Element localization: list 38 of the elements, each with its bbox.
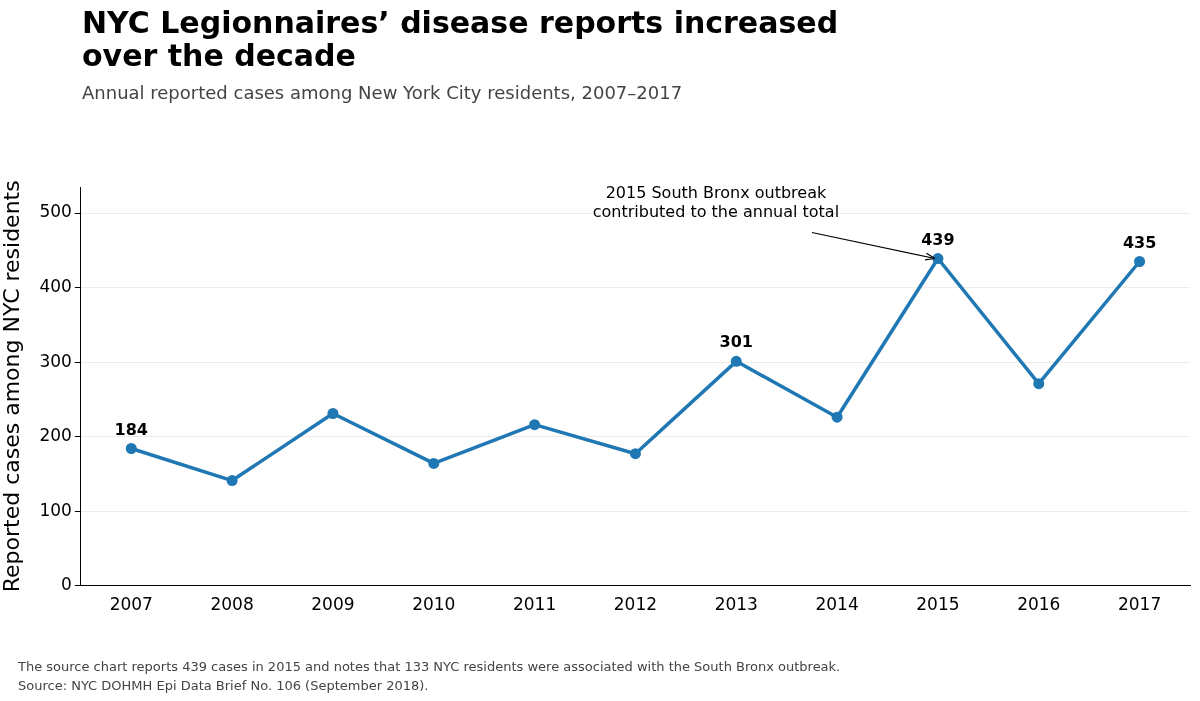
y-tick-label: 500 — [39, 201, 72, 222]
point — [831, 411, 843, 423]
y-tick-label: 200 — [39, 425, 72, 446]
data-label: 301 — [719, 332, 753, 352]
x-tick-label: 2008 — [210, 594, 254, 615]
text: The source chart reports 439 cases in 2015 and notes that 133 NYC residents were associated with the South Bronx outbreak. — [18, 658, 841, 676]
x-tick-label: 2010 — [412, 594, 456, 615]
point — [226, 475, 238, 487]
data-label: 435 — [1122, 232, 1157, 252]
point — [529, 419, 541, 431]
point — [327, 407, 339, 419]
point — [1033, 378, 1045, 390]
x-tick-label: 2007 — [109, 594, 153, 615]
data-label: 184 — [114, 419, 148, 439]
y-axis-title: Reported cases among NYC residents — [0, 180, 24, 593]
point — [629, 448, 641, 460]
x-tick-label: 2016 — [1017, 594, 1061, 615]
x-tick-label: 2015 — [916, 594, 960, 615]
x-tick-label: 2009 — [311, 594, 355, 615]
point — [730, 355, 742, 367]
y-tick-label: 100 — [39, 499, 72, 520]
x-tick-label: 2012 — [613, 594, 658, 615]
point — [932, 253, 944, 265]
chart-title: NYC Legionnaires’ disease reports increased over the decade — [82, 5, 840, 73]
point — [1134, 256, 1146, 268]
source-note: Source: NYC DOHMH Epi Data Brief No. 106 (September 2018). — [18, 677, 430, 695]
x-tick-label: 2013 — [714, 594, 758, 615]
y-tick-label: 300 — [39, 350, 72, 371]
y-tick-label: 400 — [39, 276, 72, 296]
x-tick-label: 2011 — [512, 594, 557, 615]
annotation: 2015 South Bronx outbreak contributed to the annual total — [592, 182, 840, 221]
point — [125, 443, 137, 455]
y-tick-label: 0 — [61, 574, 72, 595]
x-tick-label: 2017 — [1117, 594, 1162, 615]
data-label: 439 — [921, 229, 955, 249]
point — [428, 457, 440, 469]
chart-subtitle: Annual reported cases among New York City residents, 2007–2017 — [82, 82, 683, 103]
x-tick-label: 2014 — [815, 594, 859, 615]
